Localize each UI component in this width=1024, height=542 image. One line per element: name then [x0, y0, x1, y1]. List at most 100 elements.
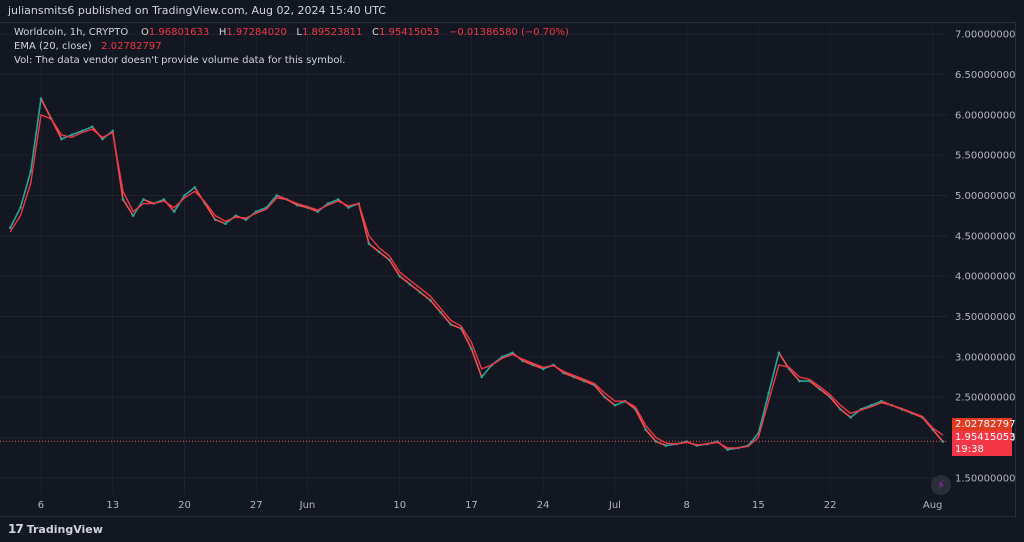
- price-point: [654, 440, 658, 443]
- tradingview-logo[interactable]: 17 TradingView: [8, 522, 103, 536]
- footer-bar: [0, 517, 1024, 542]
- ema-line: [9, 113, 944, 449]
- price-segment: [522, 360, 534, 366]
- price-segment: [255, 206, 267, 213]
- price-segment: [655, 440, 667, 447]
- price-segment: [327, 198, 339, 205]
- price-segment: [429, 299, 442, 313]
- price-point: [388, 258, 391, 262]
- y-tick-label: 3.50000000: [955, 312, 1015, 323]
- chart-legend: Worldcoin, 1h, CRYPTO O1.96801633 H1.972…: [14, 26, 569, 68]
- x-tick-label: 17: [465, 500, 478, 511]
- price-segment: [265, 194, 278, 209]
- high-value: 1.97284020: [226, 27, 287, 38]
- last-price-value: 1.95415053: [955, 432, 1016, 443]
- y-tick-label: 6.50000000: [955, 70, 1015, 81]
- price-segment: [440, 311, 452, 326]
- x-tick-label: 24: [537, 500, 550, 511]
- price-segment: [460, 328, 473, 350]
- price-point: [162, 198, 166, 201]
- price-point: [664, 444, 668, 447]
- price-segment: [809, 380, 821, 390]
- y-tick-label: 4.50000000: [955, 231, 1015, 242]
- price-segment: [450, 323, 462, 330]
- price-point: [316, 210, 320, 213]
- price-segment: [901, 408, 913, 415]
- price-segment: [583, 380, 595, 386]
- price-segment: [378, 251, 390, 261]
- price-point: [828, 395, 832, 399]
- price-point: [470, 347, 473, 351]
- last-price-tag: 1.95415053 19:38: [952, 431, 1016, 456]
- price-segment: [419, 291, 431, 301]
- price-segment: [767, 352, 780, 394]
- close-value: 1.95415053: [378, 27, 440, 38]
- x-tick-label: 22: [824, 500, 837, 511]
- price-point: [275, 194, 279, 197]
- price-segment: [9, 207, 22, 229]
- x-tick-label: Aug: [923, 500, 943, 511]
- price-point: [213, 218, 217, 221]
- price-point: [603, 395, 606, 399]
- change-value: −0.01386580 (−0.70%): [448, 27, 569, 38]
- price-point: [234, 214, 238, 217]
- price-point: [367, 242, 371, 246]
- price-point: [183, 194, 186, 197]
- lightning-icon[interactable]: ⚡: [931, 475, 951, 495]
- price-point: [336, 198, 340, 201]
- price-segment: [122, 199, 134, 217]
- high-label: H: [218, 27, 227, 38]
- price-segment: [645, 428, 657, 443]
- price-point: [511, 351, 514, 355]
- tradingview-logo-text: TradingView: [26, 522, 103, 536]
- price-segment: [297, 204, 308, 209]
- price-chart[interactable]: 1.500000002.000000002.500000003.00000000…: [0, 22, 1024, 517]
- price-segment: [388, 259, 401, 277]
- legend-ema-row[interactable]: EMA (20, close) 2.02782797: [14, 40, 569, 54]
- ema-price-tag-value: 2.02782797: [955, 419, 1016, 430]
- price-segment: [870, 400, 882, 406]
- x-tick-label: 13: [106, 500, 119, 511]
- close-label: C: [371, 27, 379, 38]
- price-segment: [819, 388, 831, 398]
- price-point: [777, 351, 781, 355]
- price-point: [767, 391, 770, 395]
- price-point: [70, 133, 74, 137]
- price-point: [798, 379, 801, 383]
- volume-note: Vol: The data vendor doesn't provide vol…: [14, 55, 346, 66]
- price-point: [377, 250, 381, 254]
- price-point: [818, 387, 822, 391]
- y-tick-label: 7.00000000: [955, 30, 1015, 41]
- price-point: [224, 222, 227, 225]
- chart-frame: [0, 22, 1016, 517]
- price-segment: [757, 392, 770, 434]
- price-segment: [860, 404, 872, 411]
- price-point: [839, 407, 842, 411]
- price-point: [121, 198, 125, 201]
- x-tick-label: Jun: [299, 500, 316, 511]
- price-segment: [40, 98, 52, 120]
- price-point: [111, 129, 115, 133]
- price-point: [244, 218, 248, 221]
- price-segment: [501, 352, 513, 358]
- legend-ohlc-row: Worldcoin, 1h, CRYPTO O1.96801633 H1.972…: [14, 26, 569, 40]
- price-point: [142, 198, 145, 201]
- price-point: [480, 375, 483, 379]
- price-point: [418, 290, 422, 294]
- price-segment: [29, 98, 42, 172]
- price-point: [429, 299, 432, 302]
- price-segment: [61, 134, 73, 140]
- price-segment: [573, 376, 585, 382]
- price-point: [39, 97, 43, 100]
- y-tick-label: 5.00000000: [955, 191, 1015, 202]
- publish-attribution: juliansmits6 published on TradingView.co…: [8, 4, 386, 17]
- price-point: [8, 226, 12, 230]
- price-point: [90, 125, 94, 129]
- price-segment: [183, 186, 196, 197]
- price-segment: [911, 412, 923, 419]
- price-segment: [593, 384, 606, 398]
- symbol-label[interactable]: Worldcoin, 1h, CRYPTO: [14, 27, 129, 38]
- price-segment: [409, 283, 421, 293]
- price-segment: [634, 408, 647, 430]
- bar-countdown: 19:38: [955, 444, 984, 455]
